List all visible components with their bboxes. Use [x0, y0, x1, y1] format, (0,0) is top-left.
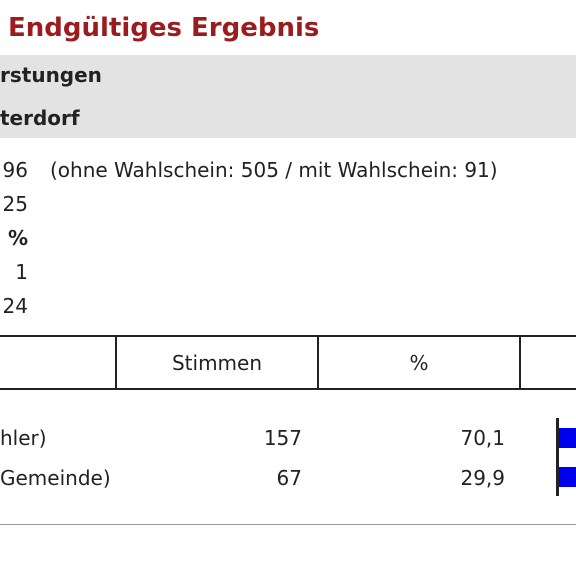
column-border	[317, 337, 319, 388]
district-label: terdorf	[0, 106, 80, 130]
party-name: hler)	[0, 426, 47, 450]
info-band	[0, 55, 576, 138]
column-border	[519, 337, 521, 388]
column-header: Stimmen	[171, 351, 263, 375]
stat-note: (ohne Wahlschein: 505 / mit Wahlschein: …	[50, 158, 498, 182]
table-top-border	[0, 335, 576, 337]
party-name: Gemeinde)	[0, 466, 111, 490]
table-bottom-border	[0, 524, 576, 525]
votes: 157	[263, 426, 302, 450]
bar-axis	[556, 418, 559, 496]
stat-value: %	[7, 226, 28, 250]
percent: 70,1	[460, 426, 505, 450]
page-title: Endgültiges Ergebnis	[8, 13, 320, 43]
stat-value: 1	[15, 260, 28, 284]
result-bar	[559, 428, 576, 448]
region-label: rstungen	[0, 63, 102, 87]
stat-value: 96	[2, 158, 28, 182]
percent: 29,9	[460, 466, 505, 490]
stat-value: 25	[2, 192, 28, 216]
table-header-border	[0, 388, 576, 390]
result-bar	[559, 467, 576, 487]
column-border	[115, 337, 117, 388]
column-header: %	[409, 351, 429, 375]
votes: 67	[276, 466, 302, 490]
stat-value: 24	[2, 294, 28, 318]
